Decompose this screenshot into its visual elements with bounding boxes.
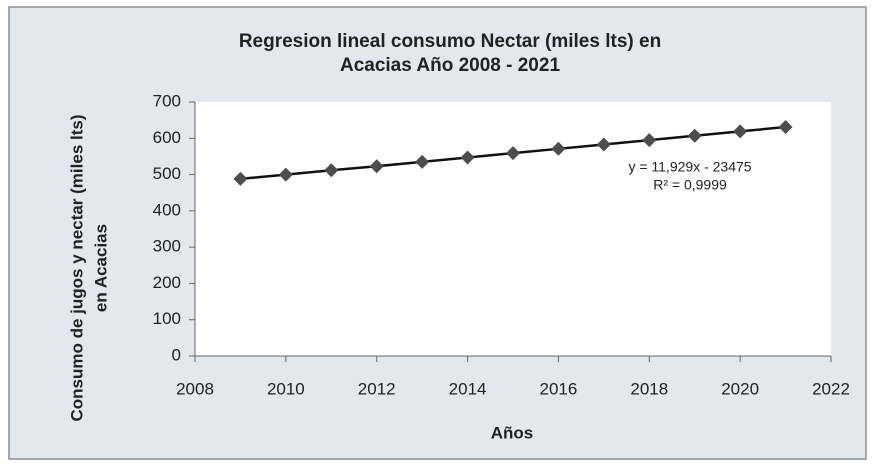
plot-area <box>195 102 831 356</box>
marker <box>415 154 430 169</box>
trend-equation: y = 11,929x - 23475 <box>628 159 751 175</box>
marker <box>324 163 339 178</box>
chart-title: Acacias Año 2008 - 2021 <box>340 55 560 76</box>
y-tick-label: 600 <box>153 128 181 147</box>
x-tick-label: 2018 <box>630 379 668 398</box>
chart-title: Regresion lineal consumo Nectar (miles l… <box>239 31 661 52</box>
y-tick-label: 400 <box>153 200 181 219</box>
x-tick-label: 2010 <box>267 379 305 398</box>
y-tick-label: 200 <box>153 273 181 292</box>
x-tick-label: 2016 <box>540 379 578 398</box>
x-axis-label: Años <box>491 423 534 442</box>
y-axis-label: Consumo de jugos y nectar (miles lts) <box>67 114 86 421</box>
x-tick-label: 2012 <box>358 379 396 398</box>
x-tick-label: 2022 <box>812 379 850 398</box>
marker <box>733 124 748 139</box>
x-tick-label: 2014 <box>449 379 487 398</box>
marker <box>778 120 793 135</box>
marker <box>596 137 611 152</box>
y-tick-label: 700 <box>153 91 181 110</box>
marker <box>687 128 702 143</box>
x-tick-label: 2008 <box>176 379 214 398</box>
marker <box>369 159 384 174</box>
y-axis-label: en Acacias <box>91 224 110 312</box>
marker <box>278 167 293 182</box>
x-tick-label: 2020 <box>721 379 759 398</box>
marker <box>551 141 566 156</box>
marker <box>506 146 520 161</box>
y-tick-label: 300 <box>153 237 181 256</box>
marker <box>460 150 475 165</box>
y-tick-label: 100 <box>153 309 181 328</box>
marker <box>233 171 248 186</box>
y-tick-label: 0 <box>172 345 181 364</box>
marker <box>642 133 657 148</box>
r-squared: R² = 0,9999 <box>653 177 727 193</box>
y-tick-label: 500 <box>153 164 181 183</box>
